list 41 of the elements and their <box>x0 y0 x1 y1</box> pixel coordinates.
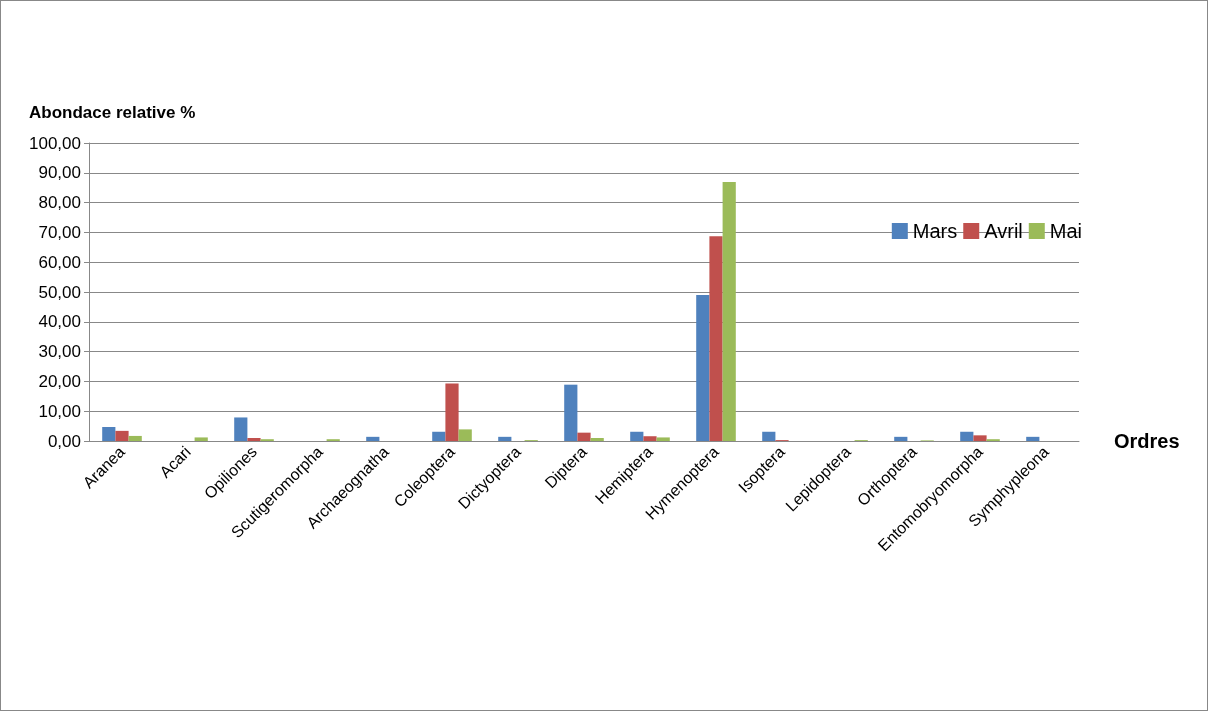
legend-label: Avril <box>984 220 1023 242</box>
bar <box>577 432 591 441</box>
bar <box>445 383 459 441</box>
y-tick-label: 0,00 <box>47 431 81 451</box>
x-axis-title: Ordres <box>1114 430 1180 452</box>
y-tick-label: 30,00 <box>38 342 81 362</box>
bar <box>498 436 512 441</box>
bar <box>432 431 446 441</box>
y-tick-label: 100,00 <box>29 133 81 153</box>
bar <box>630 431 644 441</box>
bar <box>656 437 670 441</box>
bar <box>247 438 261 441</box>
y-axis-title: Abondace relative % <box>29 103 196 122</box>
bar <box>960 431 974 441</box>
bar <box>973 435 987 441</box>
y-tick-label: 90,00 <box>38 163 81 183</box>
y-tick-label: 60,00 <box>38 252 81 272</box>
bar <box>722 182 736 441</box>
bar <box>643 436 657 441</box>
legend-label: Mai <box>1049 220 1083 242</box>
bar <box>564 384 578 441</box>
bar <box>458 429 472 441</box>
bar <box>894 436 908 441</box>
bar <box>234 417 248 441</box>
bar <box>762 431 776 441</box>
y-tick-label: 70,00 <box>38 222 81 242</box>
bar <box>115 430 129 441</box>
y-tick-label: 20,00 <box>38 371 81 391</box>
legend-label: Mars <box>912 220 958 242</box>
y-tick-label: 10,00 <box>38 401 81 421</box>
y-tick-label: 40,00 <box>38 312 81 332</box>
y-tick-label: 50,00 <box>38 282 81 302</box>
bar <box>128 435 142 441</box>
bar <box>709 236 723 441</box>
bar <box>696 294 710 441</box>
y-tick-label: 80,00 <box>38 193 81 213</box>
bar <box>366 436 380 441</box>
bar <box>1026 436 1040 441</box>
bar <box>102 426 116 441</box>
bar <box>590 438 604 441</box>
bar <box>194 437 208 441</box>
